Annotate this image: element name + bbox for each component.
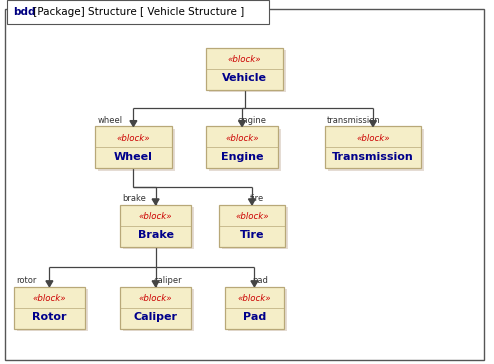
Polygon shape xyxy=(152,199,159,205)
Text: Rotor: Rotor xyxy=(32,312,67,322)
FancyBboxPatch shape xyxy=(95,126,172,168)
Text: Brake: Brake xyxy=(138,230,173,240)
Text: engine: engine xyxy=(237,116,266,124)
Text: Vehicle: Vehicle xyxy=(222,74,267,83)
Text: Transmission: Transmission xyxy=(332,152,414,162)
Text: [Package] Structure [ Vehicle Structure ]: [Package] Structure [ Vehicle Structure … xyxy=(30,7,245,17)
Text: «block»: «block» xyxy=(139,294,172,303)
Text: transmission: transmission xyxy=(327,116,381,124)
Polygon shape xyxy=(239,120,246,126)
FancyBboxPatch shape xyxy=(7,0,269,24)
Polygon shape xyxy=(248,199,255,205)
Text: bdd: bdd xyxy=(13,7,36,17)
Text: caliper: caliper xyxy=(153,276,182,285)
Text: «block»: «block» xyxy=(225,134,259,143)
FancyBboxPatch shape xyxy=(98,128,175,170)
Text: Tire: Tire xyxy=(240,230,264,240)
Polygon shape xyxy=(130,120,137,126)
FancyBboxPatch shape xyxy=(209,50,286,92)
FancyBboxPatch shape xyxy=(221,207,288,249)
Text: brake: brake xyxy=(122,194,146,203)
FancyBboxPatch shape xyxy=(5,9,484,360)
Text: «block»: «block» xyxy=(238,294,271,303)
Polygon shape xyxy=(370,120,376,126)
Polygon shape xyxy=(152,281,159,287)
Polygon shape xyxy=(46,281,53,287)
Text: Engine: Engine xyxy=(221,152,263,162)
Text: «block»: «block» xyxy=(228,55,261,64)
FancyBboxPatch shape xyxy=(206,48,283,90)
Text: Pad: Pad xyxy=(243,312,266,322)
FancyBboxPatch shape xyxy=(14,287,85,328)
FancyBboxPatch shape xyxy=(120,205,191,247)
Text: «block»: «block» xyxy=(356,134,390,143)
Text: Caliper: Caliper xyxy=(133,312,178,322)
FancyBboxPatch shape xyxy=(17,289,88,331)
Text: pad: pad xyxy=(252,276,268,285)
FancyBboxPatch shape xyxy=(228,289,287,331)
FancyBboxPatch shape xyxy=(206,126,278,168)
FancyBboxPatch shape xyxy=(218,205,285,247)
Text: «block»: «block» xyxy=(117,134,150,143)
FancyBboxPatch shape xyxy=(325,126,421,168)
FancyBboxPatch shape xyxy=(209,128,281,170)
Text: «block»: «block» xyxy=(235,212,269,221)
Text: wheel: wheel xyxy=(97,116,123,124)
FancyBboxPatch shape xyxy=(225,287,284,328)
Polygon shape xyxy=(251,281,258,287)
FancyBboxPatch shape xyxy=(328,128,424,170)
FancyBboxPatch shape xyxy=(123,207,194,249)
Text: Wheel: Wheel xyxy=(114,152,153,162)
Text: «block»: «block» xyxy=(33,294,66,303)
FancyBboxPatch shape xyxy=(123,289,194,331)
FancyBboxPatch shape xyxy=(120,287,191,328)
Text: tire: tire xyxy=(249,194,264,203)
Text: rotor: rotor xyxy=(16,276,37,285)
Text: «block»: «block» xyxy=(139,212,172,221)
